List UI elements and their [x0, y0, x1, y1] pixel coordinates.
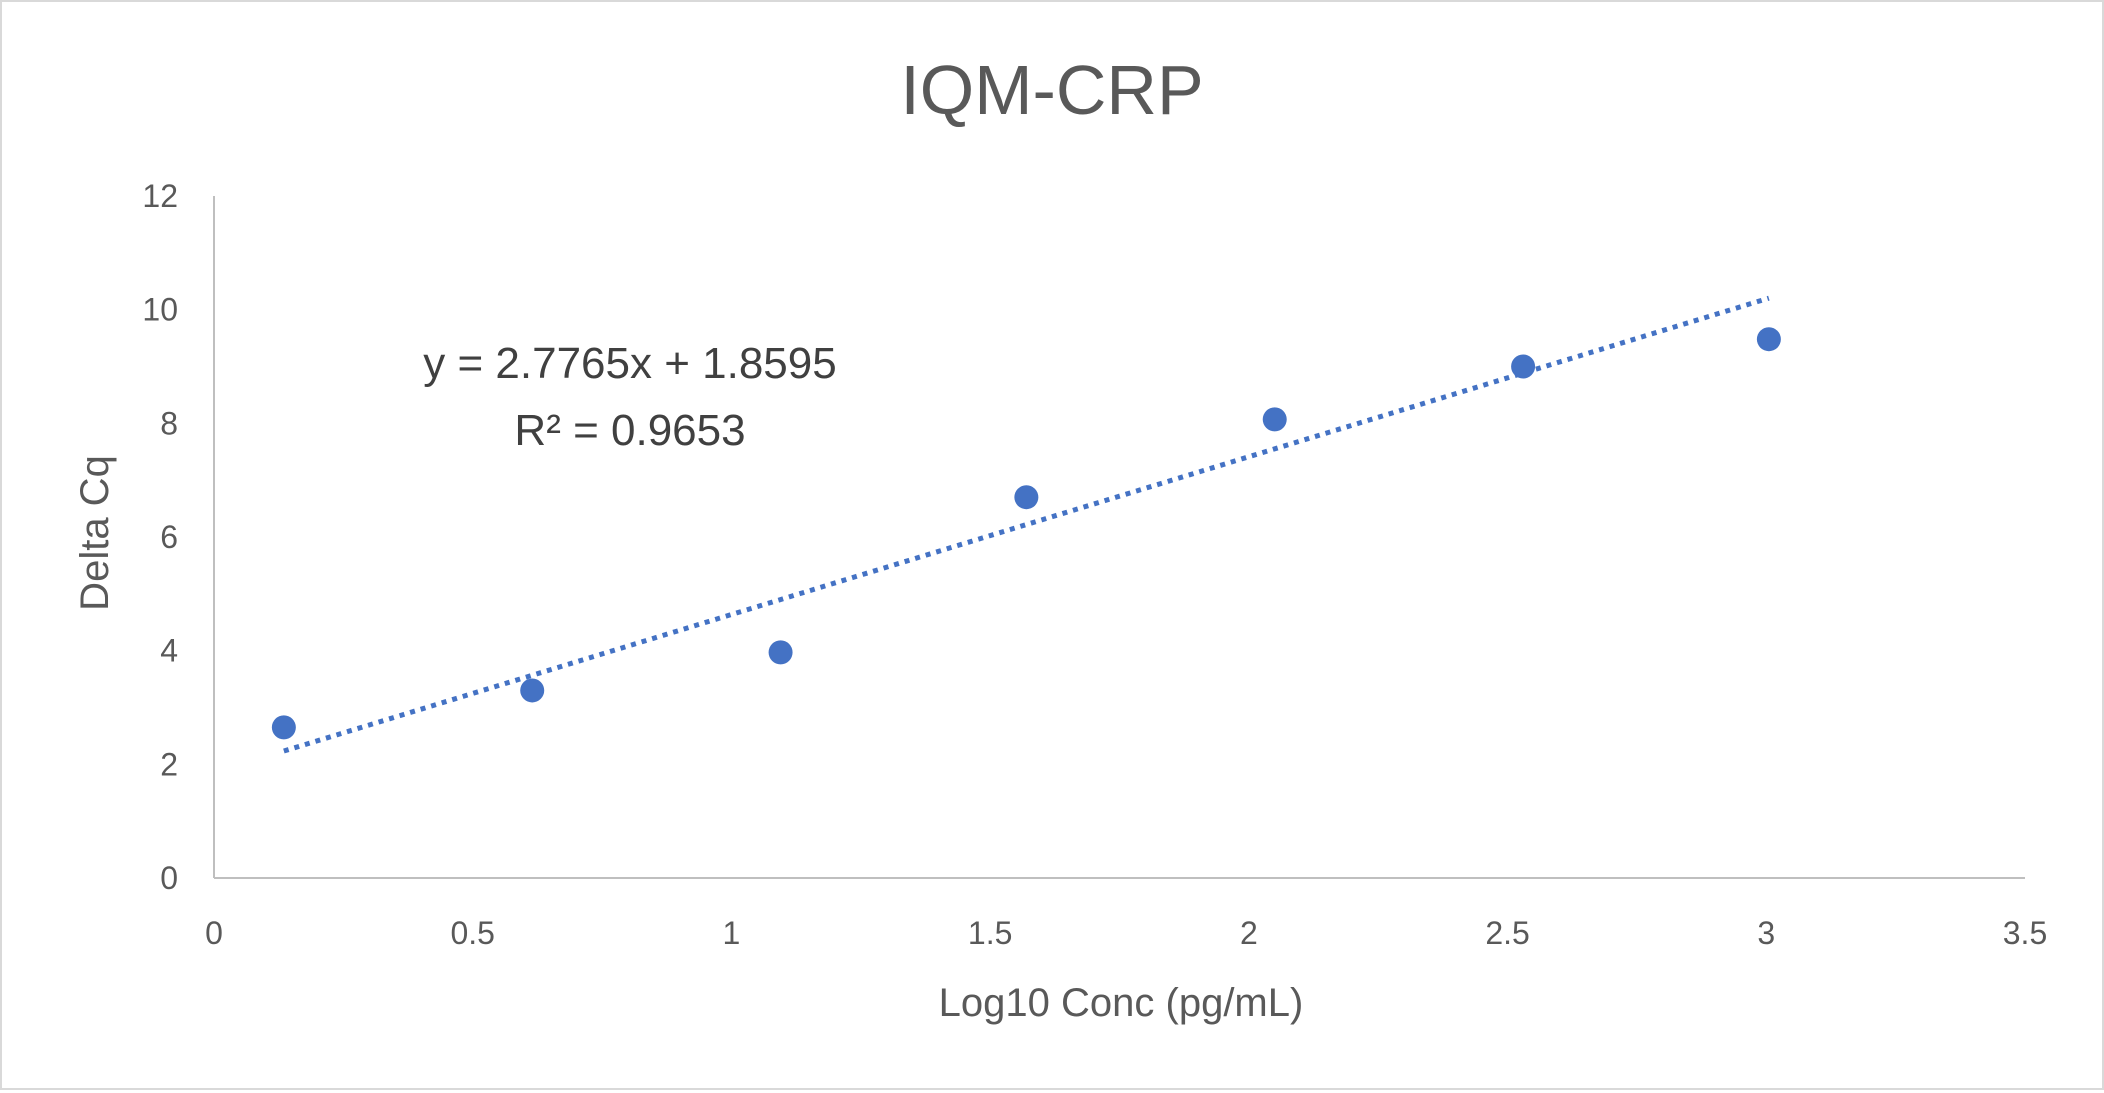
y-tick-label: 4 — [160, 633, 178, 669]
data-points — [271, 327, 1781, 740]
chart-title: IQM-CRP — [900, 51, 1203, 129]
y-axis-title: Delta Cq — [73, 455, 117, 611]
x-tick-label: 3.5 — [2003, 915, 2047, 951]
data-point — [768, 640, 793, 665]
x-tick-label: 3 — [1757, 915, 1775, 951]
data-point — [1756, 327, 1781, 352]
trendline-equation: y = 2.7765x + 1.8595 — [423, 339, 836, 388]
x-tick-label: 0 — [205, 915, 223, 951]
trendline-r-squared: R² = 0.9653 — [514, 406, 745, 455]
data-point — [520, 678, 545, 703]
x-tick-label: 1 — [723, 915, 741, 951]
x-tick-label: 1.5 — [968, 915, 1012, 951]
data-point — [1014, 485, 1039, 510]
y-tick-label: 2 — [160, 746, 178, 782]
data-point — [271, 715, 296, 740]
y-tick-label: 0 — [160, 860, 178, 896]
x-axis-ticks: 0 0.5 1 1.5 2 2.5 3 3.5 — [205, 915, 2047, 951]
x-tick-label: 0.5 — [450, 915, 494, 951]
x-axis-title: Log10 Conc (pg/mL) — [939, 981, 1304, 1025]
y-tick-label: 8 — [160, 405, 178, 441]
y-axis-ticks: 0 2 4 6 8 10 12 — [142, 178, 178, 896]
y-tick-label: 6 — [160, 519, 178, 555]
x-tick-label: 2.5 — [1485, 915, 1529, 951]
axes — [213, 196, 2025, 879]
x-tick-label: 2 — [1240, 915, 1258, 951]
y-tick-label: 10 — [142, 292, 178, 328]
y-tick-label: 12 — [142, 178, 178, 214]
data-point — [1511, 354, 1536, 379]
data-point — [1262, 407, 1287, 432]
